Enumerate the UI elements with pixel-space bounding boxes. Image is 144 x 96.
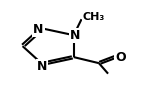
Text: O: O xyxy=(115,51,126,64)
Text: N: N xyxy=(33,23,44,36)
Text: N: N xyxy=(70,29,80,42)
Text: N: N xyxy=(37,60,47,73)
Text: CH₃: CH₃ xyxy=(82,12,105,22)
